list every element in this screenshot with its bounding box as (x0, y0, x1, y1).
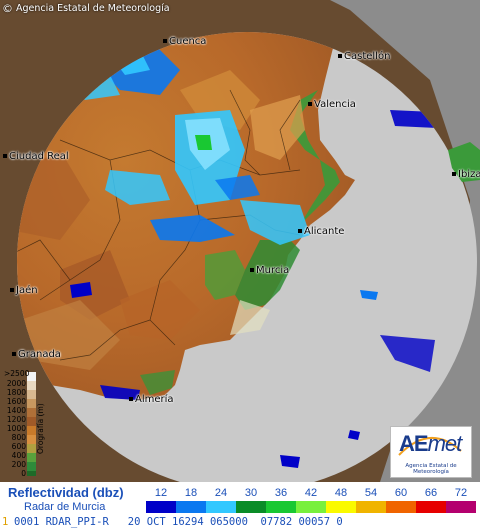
city-label: Granada (12, 349, 61, 360)
legend-title: Reflectividad (dbz) (8, 485, 124, 500)
status-index: 1 (2, 516, 9, 528)
city-marker-icon (10, 288, 14, 292)
orography-tick: 1200 (6, 415, 26, 424)
orography-tick: >2500 (4, 369, 30, 378)
orography-tick: 2000 (6, 379, 26, 388)
scale-value-label: 18 (184, 487, 198, 499)
city-marker-icon (308, 102, 312, 106)
city-marker-icon (163, 39, 167, 43)
scale-value-label: 12 (154, 487, 168, 499)
logo-subtitle: Agencia Estatal de Meteorología (405, 463, 457, 475)
city-marker-icon (12, 352, 16, 356)
scale-color-cell (266, 501, 296, 513)
status-bar (0, 514, 480, 530)
city-marker-icon (298, 229, 302, 233)
scale-color-cell (176, 501, 206, 513)
city-label: Ciudad Real (3, 151, 69, 162)
scale-value-label: 48 (334, 487, 348, 499)
city-label: Valencia (308, 99, 356, 110)
ibiza-island (448, 142, 480, 182)
city-label: Alicante (298, 226, 344, 237)
copyright-mark: © (2, 2, 13, 15)
orography-tick: 1000 (6, 424, 26, 433)
city-label: Murcia (250, 265, 289, 276)
orography-tick: 1600 (6, 397, 26, 406)
logo-arc-icon (398, 436, 462, 456)
agency-name: Agencia Estatal de Meteorología (16, 3, 170, 14)
scale-value-label: 36 (274, 487, 288, 499)
status-text: 0001 RDAR_PPI-R 20 OCT 16294 065000 0778… (14, 516, 343, 528)
scale-color-cell (356, 501, 386, 513)
city-label: Almería (129, 394, 174, 405)
city-label: Ibiza (452, 169, 480, 180)
scale-color-cell (146, 501, 176, 513)
orography-tick: 600 (11, 442, 26, 451)
scale-value-label: 42 (304, 487, 318, 499)
orography-title: Orografía (m) (36, 403, 45, 454)
orography-tick: 800 (11, 433, 26, 442)
scale-color-cell (236, 501, 266, 513)
orography-tick: 1800 (6, 388, 26, 397)
city-marker-icon (452, 172, 456, 176)
scale-color-cell (296, 501, 326, 513)
scale-value-label: 30 (244, 487, 258, 499)
city-marker-icon (3, 154, 7, 158)
orography-color-bar (27, 372, 36, 476)
scale-color-cell (386, 501, 416, 513)
radar-name: Radar de Murcia (24, 501, 106, 513)
aemet-logo: AEmet Agencia Estatal de Meteorología (390, 426, 472, 478)
city-label: Jaén (10, 285, 38, 296)
agency-credit: © Agencia Estatal de Meteorología (2, 2, 170, 15)
scale-value-label: 66 (424, 487, 438, 499)
radar-map (0, 0, 480, 482)
orography-tick: 200 (11, 460, 26, 469)
city-marker-icon (129, 397, 133, 401)
scale-color-cell (326, 501, 356, 513)
logo-wordmark: AEmet (399, 431, 462, 456)
scale-color-cell (446, 501, 476, 513)
orography-tick: 0 (21, 469, 26, 478)
city-label: Cuenca (163, 36, 206, 47)
orography-tick: 1400 (6, 406, 26, 415)
scale-color-cell (416, 501, 446, 513)
scale-value-label: 60 (394, 487, 408, 499)
orography-tick: 400 (11, 451, 26, 460)
scale-color-cell (206, 501, 236, 513)
scale-value-label: 72 (454, 487, 468, 499)
scale-value-label: 54 (364, 487, 378, 499)
city-label: Castellón (338, 51, 390, 62)
scale-value-label: 24 (214, 487, 228, 499)
city-marker-icon (338, 54, 342, 58)
city-marker-icon (250, 268, 254, 272)
